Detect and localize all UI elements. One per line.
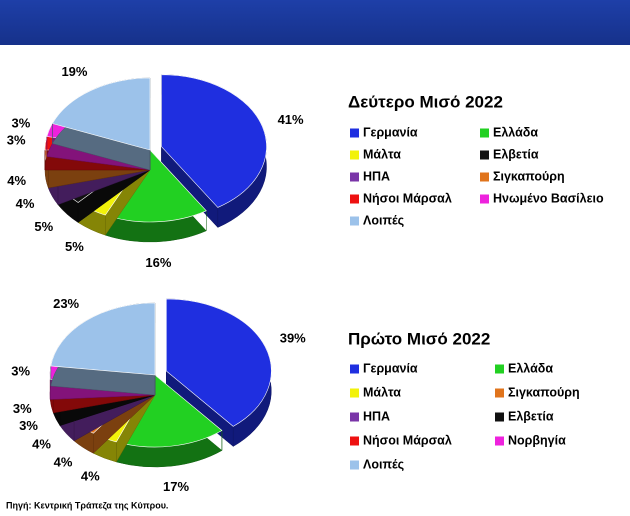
value-label: 4% xyxy=(16,196,35,211)
legend-label: Λοιπές xyxy=(363,213,404,227)
legend-label: Νορβηγία xyxy=(508,433,566,447)
pie-slice xyxy=(50,302,156,396)
slice-top xyxy=(51,77,151,151)
legend-label: Μάλτα xyxy=(363,147,401,161)
value-label: 39% xyxy=(280,331,306,346)
value-label: 3% xyxy=(19,418,38,433)
legend-swatch xyxy=(350,216,359,226)
value-label: 4% xyxy=(32,437,51,452)
slice-top xyxy=(161,74,267,208)
legend-label: Ελβετία xyxy=(493,147,539,161)
legend-label: ΗΠΑ xyxy=(363,169,390,183)
value-label: 3% xyxy=(12,115,31,130)
legend-label: Ηνωμένο Βασίλειο xyxy=(493,191,604,205)
value-label: 16% xyxy=(145,255,171,270)
pie-slice xyxy=(51,77,151,171)
legend-swatch xyxy=(350,460,359,470)
legend-label: Ελλάδα xyxy=(508,361,553,375)
value-label: 23% xyxy=(53,296,79,311)
legend-label: Ελλάδα xyxy=(493,125,538,139)
legend-swatch xyxy=(480,194,489,204)
legend-swatch xyxy=(495,364,504,374)
legend-swatch xyxy=(480,128,489,138)
value-label: 41% xyxy=(278,112,304,127)
value-label: 5% xyxy=(65,239,84,254)
value-label: 3% xyxy=(7,133,26,148)
legend-label: Σιγκαπούρη xyxy=(508,385,580,399)
legend-swatch xyxy=(350,150,359,160)
legend-label: ΗΠΑ xyxy=(363,409,390,423)
chart-title: Δεύτερο Μισό 2022 xyxy=(348,92,503,111)
legend-label: Γερμανία xyxy=(363,125,418,139)
legend-label: Σιγκαπούρη xyxy=(493,169,565,183)
legend-label: Νήσοι Μάρσαλ xyxy=(363,191,452,205)
chart-title: Πρώτο Μισό 2022 xyxy=(348,329,490,348)
slice-top xyxy=(165,298,272,427)
source: Πηγή: Κεντρική Τράπεζα της Κύπρου. xyxy=(6,500,168,510)
value-label: 19% xyxy=(61,64,87,79)
pie-slice xyxy=(161,74,267,229)
value-label: 5% xyxy=(34,219,53,234)
legend-swatch xyxy=(350,412,359,422)
value-label: 4% xyxy=(81,468,100,483)
legend-label: Λοιπές xyxy=(363,457,404,471)
legend-swatch xyxy=(495,436,504,446)
value-label: 17% xyxy=(163,479,189,494)
legend-swatch xyxy=(495,412,504,422)
legend-swatch xyxy=(350,194,359,204)
legend-swatch xyxy=(350,128,359,138)
legend-swatch xyxy=(495,388,504,398)
legend-label: Γερμανία xyxy=(363,361,418,375)
legend-label: Ελβετία xyxy=(508,409,554,423)
value-label: 4% xyxy=(7,173,26,188)
value-label: 3% xyxy=(13,401,32,416)
slice-top xyxy=(50,302,156,376)
legend-swatch xyxy=(350,388,359,398)
legend-swatch xyxy=(480,172,489,182)
legend-label: Μάλτα xyxy=(363,385,401,399)
value-label: 4% xyxy=(54,455,73,470)
value-label: 3% xyxy=(11,363,30,378)
legend-swatch xyxy=(350,436,359,446)
header-bar xyxy=(0,0,630,45)
legend-swatch xyxy=(350,172,359,182)
legend-swatch xyxy=(350,364,359,374)
legend-swatch xyxy=(480,150,489,160)
legend-label: Νήσοι Μάρσαλ xyxy=(363,433,452,447)
